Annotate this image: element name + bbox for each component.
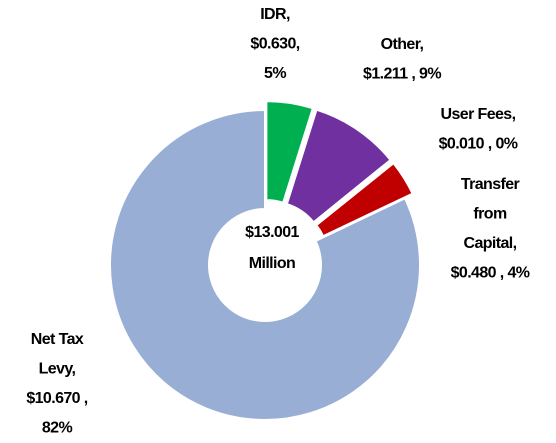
data-label: 5% xyxy=(264,65,286,82)
data-label: $0.630, xyxy=(250,36,299,53)
data-label: $1.211 , 9% xyxy=(363,66,441,83)
data-label: Other, xyxy=(381,36,424,53)
slice xyxy=(314,160,395,226)
data-label: Capital, xyxy=(464,235,517,252)
data-label: $0.010 , 0% xyxy=(439,136,518,153)
data-label: User Fees, xyxy=(441,106,516,123)
data-label: from xyxy=(473,206,507,223)
data-label: Net Tax xyxy=(31,331,84,348)
data-label: $0.480 , 4% xyxy=(451,265,530,282)
slice xyxy=(314,161,414,238)
slice xyxy=(265,100,315,204)
center-label: Million xyxy=(249,255,295,272)
data-label: Levy, xyxy=(39,361,76,378)
data-label: 82% xyxy=(42,420,73,437)
slice xyxy=(285,108,392,224)
center-label: $13.001 xyxy=(245,224,299,241)
data-label: IDR, xyxy=(260,6,290,23)
data-label: $10.670 , xyxy=(26,390,87,407)
slices xyxy=(109,100,421,421)
slice xyxy=(109,108,421,421)
data-label: Transfer xyxy=(461,176,520,193)
